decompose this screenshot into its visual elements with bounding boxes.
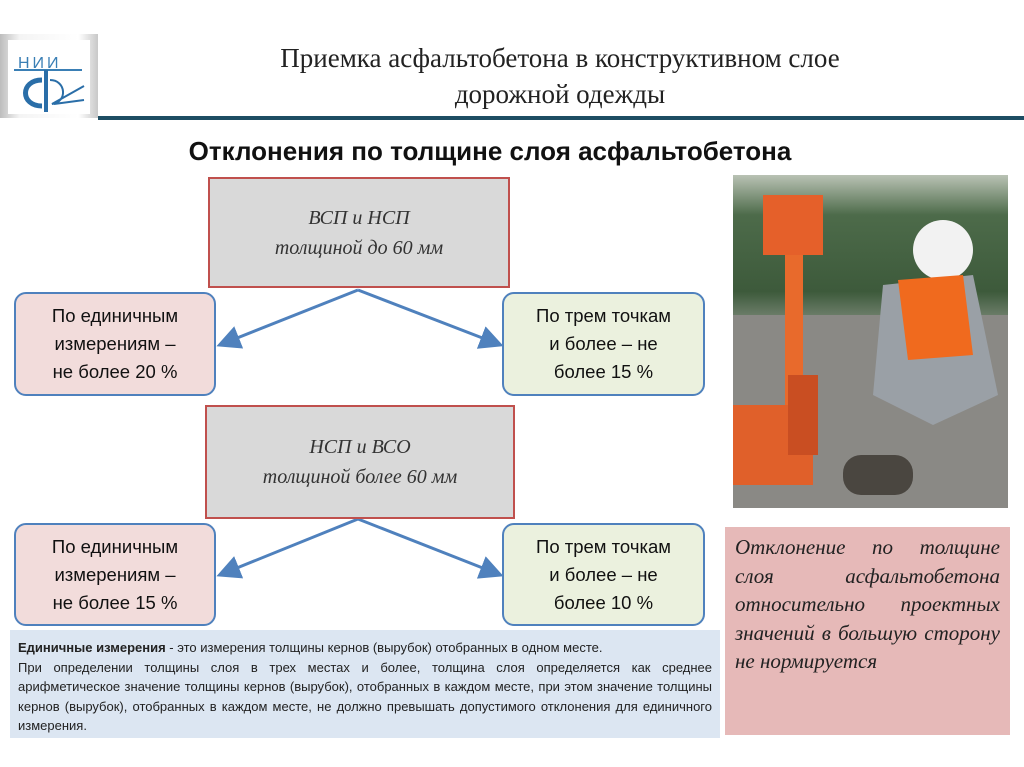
arrow-left-2 <box>216 517 359 579</box>
svg-text:НИИ: НИИ <box>18 55 62 72</box>
text-line: и более – не <box>549 333 658 354</box>
core-drilling-photo <box>733 175 1008 508</box>
single-measure-box-2: По единичным измерениям – не более 15 % <box>14 523 216 626</box>
title-divider <box>98 116 1024 120</box>
arrow-right-2 <box>357 517 504 579</box>
three-points-box-2: По трем точкам и более – не более 10 % <box>502 523 705 626</box>
note-definition: - это измерения толщины кернов (вырубок)… <box>165 640 603 655</box>
side-note: Отклонение по толщине слоя асфальтобетон… <box>725 527 1010 735</box>
text-line: По единичным <box>51 535 179 557</box>
category-box-2: НСП и ВСО толщиной более 60 мм <box>205 405 515 519</box>
photo-illustration <box>733 195 1008 508</box>
text-line: более 10 % <box>553 591 654 613</box>
arrow-left-1 <box>216 288 359 349</box>
note-paragraph: При определении толщины слоя в трех мест… <box>18 659 712 734</box>
category-title: ВСП и НСП <box>308 206 410 229</box>
text-line: более 15 % <box>553 361 654 382</box>
text-line: измерениям – <box>54 333 176 354</box>
note-term: Единичные измерения <box>18 640 166 655</box>
section-heading: Отклонения по толщине слоя асфальтобетон… <box>188 136 792 166</box>
category-title: НСП и ВСО <box>309 436 411 458</box>
logo: НИИ <box>0 34 98 118</box>
text-line: По трем точкам <box>536 305 671 326</box>
text-line: не более 15 % <box>52 591 178 613</box>
slide-title: Приемка асфальтобетона в конструктивном … <box>120 40 1000 112</box>
category-box-1: ВСП и НСП толщиной до 60 мм <box>208 177 510 288</box>
title-line-2: дорожной одежды <box>454 79 666 109</box>
arrow-right-1 <box>357 288 504 349</box>
text-line: и более – не <box>549 563 658 585</box>
logo-emblem-icon: НИИ <box>14 55 85 112</box>
text-line: не более 20 % <box>52 361 178 382</box>
title-line-1: Приемка асфальтобетона в конструктивном … <box>280 43 840 73</box>
text-line: измерениям – <box>54 563 176 585</box>
text-line: По трем точкам <box>536 535 671 557</box>
three-points-box-1: По трем точкам и более – не более 15 % <box>502 292 705 396</box>
category-subtitle: толщиной более 60 мм <box>262 466 458 488</box>
definition-note: Единичные измерения - это измерения толщ… <box>10 630 720 738</box>
single-measure-box-1: По единичным измерениям – не более 20 % <box>14 292 216 396</box>
category-subtitle: толщиной до 60 мм <box>274 236 444 259</box>
text-line: По единичным <box>51 305 179 326</box>
